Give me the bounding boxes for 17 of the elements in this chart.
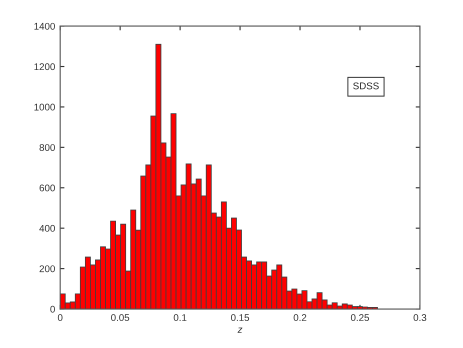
y-tick-label: 1400 <box>34 22 55 30</box>
y-tick-label: 1200 <box>34 63 55 70</box>
x-tick-label: 0 <box>58 314 63 322</box>
x-tick-label: 0.05 <box>111 314 130 322</box>
y-tick-label: 0 <box>50 306 55 313</box>
x-tick-label: 0.2 <box>294 314 306 322</box>
y-tick-label: 400 <box>39 224 55 232</box>
x-tick-label: 0.25 <box>350 314 370 322</box>
y-tick-label: 200 <box>40 265 55 272</box>
y-tick-label: 1000 <box>34 104 55 111</box>
x-axis-title: z <box>238 328 242 333</box>
y-tick-label: 800 <box>40 144 55 151</box>
y-tick-label: 600 <box>40 184 55 192</box>
annotation: SDSS <box>353 82 379 90</box>
x-tick-label: 0.3 <box>414 314 426 322</box>
x-tick-label: 0.1 <box>174 314 186 322</box>
x-tick-label: 0.15 <box>230 314 250 322</box>
